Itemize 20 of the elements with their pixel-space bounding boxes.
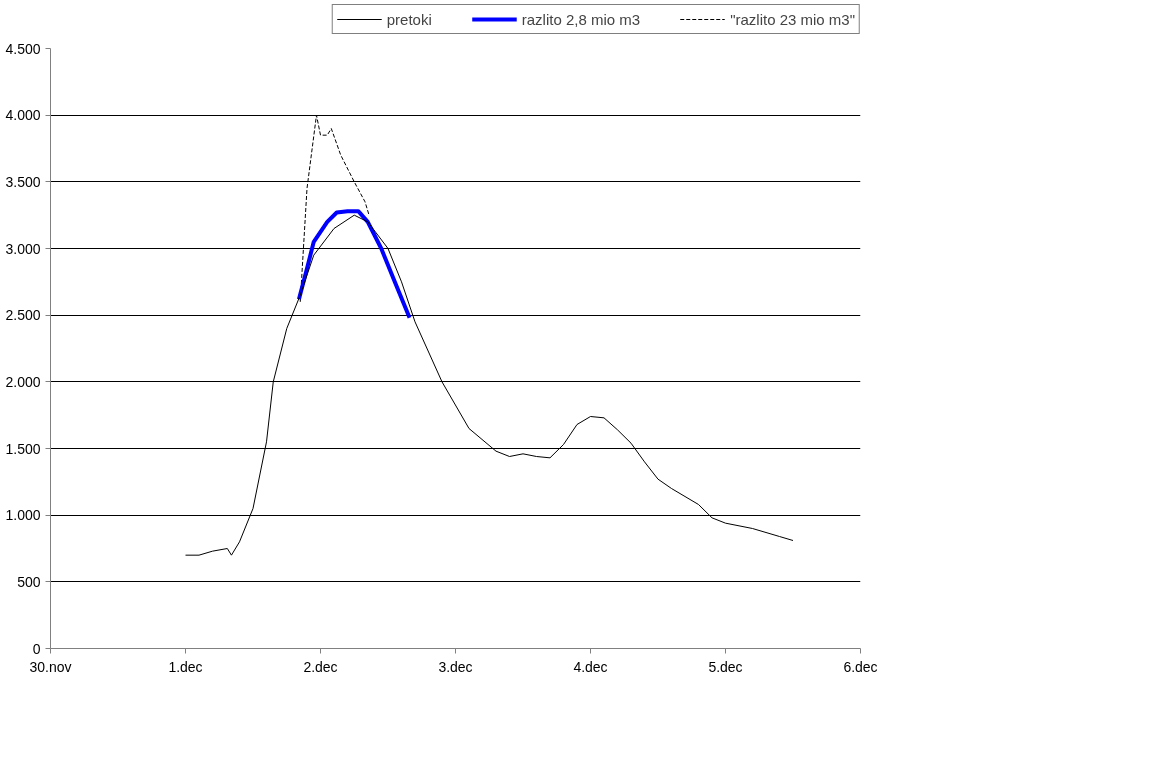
x-tick-label: 30.nov: [29, 658, 72, 675]
x-tick-label: 1.dec: [168, 658, 203, 675]
legend-label: razlito 2,8 mio m3: [521, 10, 641, 28]
x-tick-label: 5.dec: [708, 658, 743, 675]
x-tick-label: 4.dec: [573, 658, 608, 675]
y-tick-label: 3.500: [5, 173, 41, 190]
y-tick-label: 4.500: [5, 40, 41, 57]
legend-label: "razlito 23 mio m3": [730, 10, 855, 28]
y-tick-label: 2.000: [5, 373, 41, 390]
legend-label: pretoki: [386, 10, 432, 28]
x-tick-label: 6.dec: [843, 658, 878, 675]
x-tick-label: 2.dec: [303, 658, 338, 675]
x-tick-label: 3.dec: [438, 658, 473, 675]
y-tick-label: 0: [32, 640, 41, 657]
y-tick-label: 1.500: [5, 440, 41, 457]
y-tick-label: 2.500: [5, 307, 41, 324]
y-tick-label: 500: [17, 573, 41, 590]
y-tick-label: 3.000: [5, 240, 41, 257]
y-tick-label: 1.000: [5, 507, 41, 524]
y-tick-label: 4.000: [5, 107, 41, 124]
